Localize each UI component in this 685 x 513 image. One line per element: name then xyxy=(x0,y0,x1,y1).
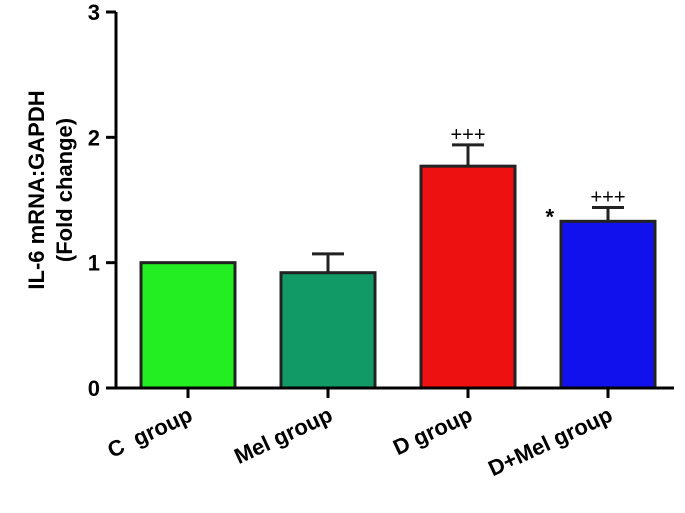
y-tick-label: 2 xyxy=(88,125,100,150)
x-tick-label: Mel group xyxy=(230,402,336,469)
y-axis-title-line1: IL-6 mRNA:GAPDH xyxy=(24,90,49,289)
significance-mark: +++ xyxy=(450,124,485,146)
significance-mark: +++ xyxy=(590,187,625,209)
bar-2 xyxy=(279,271,377,390)
y-tick-label: 3 xyxy=(88,0,100,25)
x-tick-label: D group xyxy=(389,402,476,460)
x-tick-label: D+Mel group xyxy=(484,402,616,481)
bar-4 xyxy=(559,219,657,390)
significance-star: * xyxy=(545,204,554,229)
plot-area: +++ +++ * 0 1 2 3 C group Mel group D group D+Mel … xyxy=(88,0,674,481)
x-tick-label: C group xyxy=(104,402,197,463)
bar-3 xyxy=(419,164,517,390)
y-axis-title-line2: (Fold change) xyxy=(52,118,77,262)
y-tick-label: 1 xyxy=(88,251,100,276)
y-axis-title: IL-6 mRNA:GAPDH (Fold change) xyxy=(24,90,77,289)
bar-1 xyxy=(139,261,237,390)
y-tick-label: 0 xyxy=(88,376,100,401)
